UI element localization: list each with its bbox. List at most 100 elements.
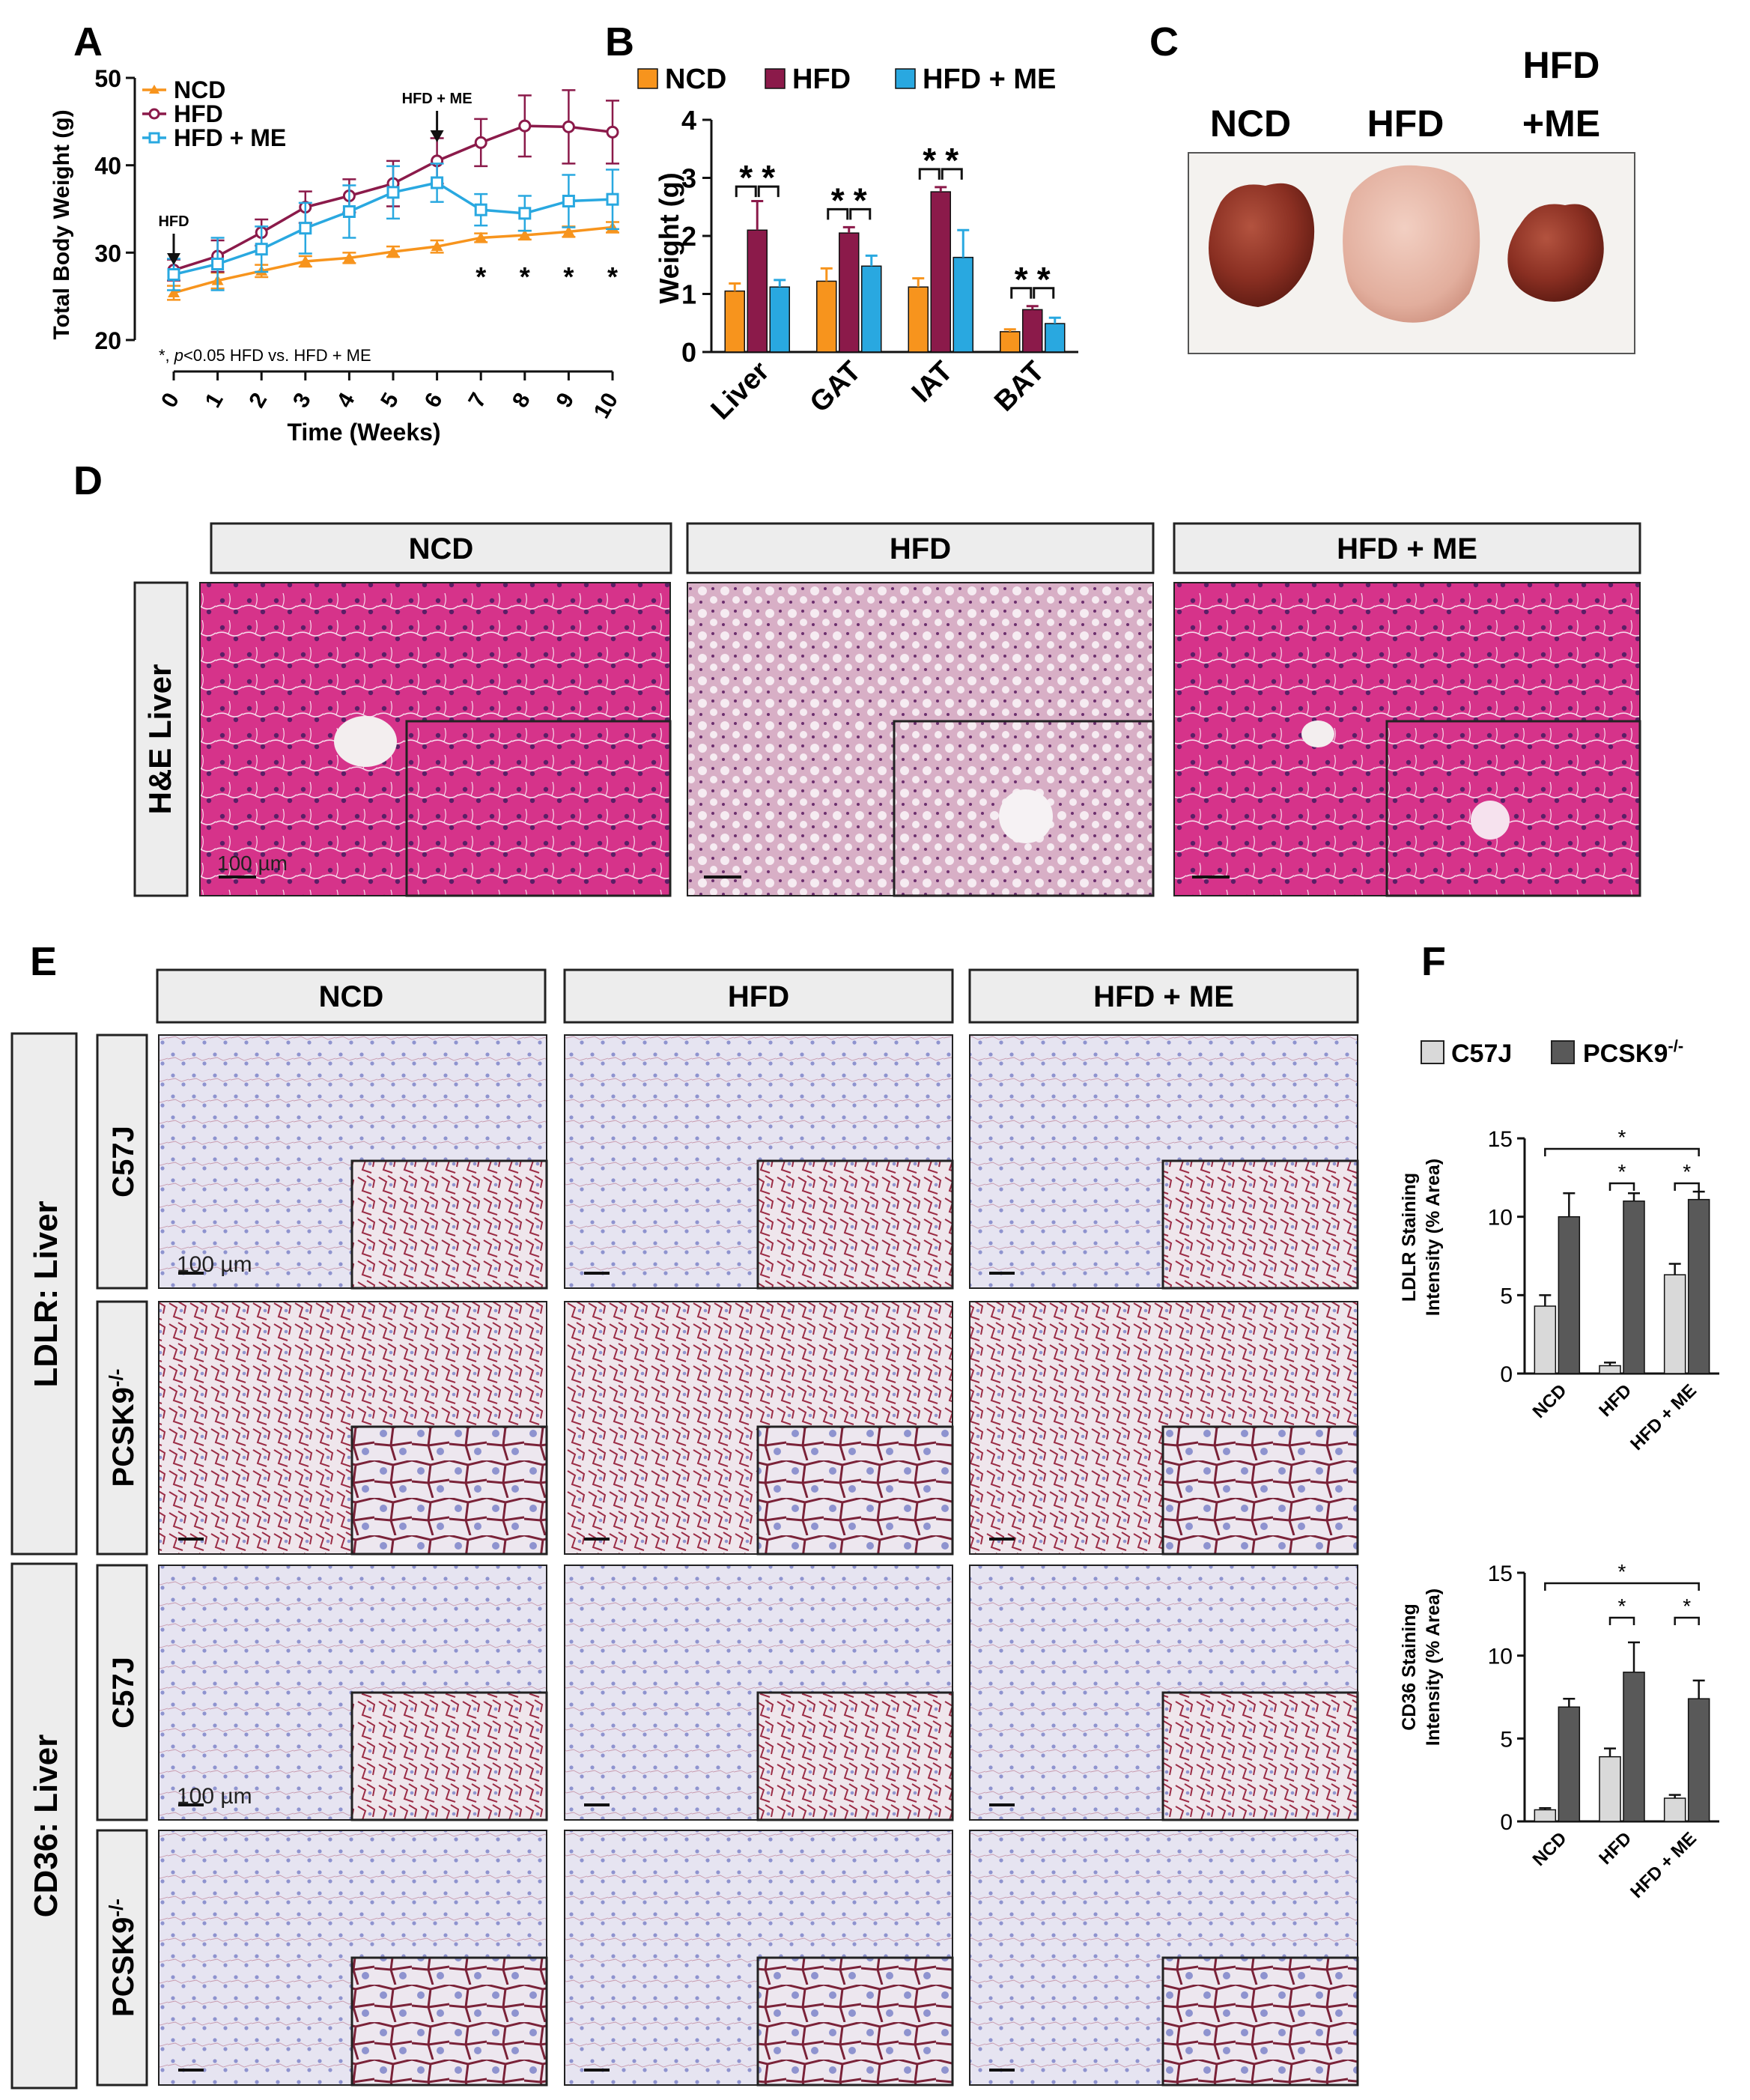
chart-f-ytick-label: 10: [1488, 1206, 1513, 1230]
chart-f-ytick-label: 5: [1500, 1284, 1513, 1308]
panel-e-row-label-sup: -/-: [105, 1369, 127, 1388]
chart-b-bar-gat: [839, 232, 860, 353]
panel-a-line-chart: Total Body Weight (g) Time (Weeks) NCDHF…: [49, 65, 623, 446]
chart-b-bar-bat: [1022, 309, 1043, 353]
chart-b-category-label: GAT: [804, 356, 867, 419]
ihc-inset: [350, 1956, 548, 2087]
panel-e-header-hfd-box: [563, 968, 954, 1024]
chart-b-significance-star: *: [854, 180, 867, 219]
chart-b-legend-swatch: [895, 68, 916, 89]
chart-a-annotation-label: HFD + ME: [402, 91, 473, 107]
chart-a-point: [431, 240, 443, 252]
chart-f-bar: [1623, 1200, 1645, 1374]
chart-a-point: [474, 136, 487, 149]
chart-a-xlabel: Time (Weeks): [287, 419, 440, 446]
chart-a-point: [562, 195, 575, 207]
chart-a-point: [386, 186, 400, 199]
ihc-scale-label: 100 µm: [177, 1784, 252, 1809]
panel-d-row-label-box: [133, 581, 189, 897]
chart-b-bar-liver: [747, 229, 768, 353]
chart-a-xtick-label: 10: [589, 389, 623, 422]
chart-a-point: [475, 231, 487, 243]
chart-f-bar: [1558, 1706, 1581, 1822]
chart-a-point: [299, 222, 312, 235]
panel-c-label-hfdme-1: HFD: [1523, 44, 1600, 86]
chart-f-bar: [1599, 1365, 1621, 1374]
chart-a-annotation-arrowhead: [167, 253, 180, 265]
panel-d-header-hfd-box: [686, 522, 1155, 574]
chart-a-footnote: *, p<0.05 HFD vs. HFD + ME: [159, 346, 371, 365]
chart-a-xtick-label: 8: [508, 389, 535, 412]
panel-e-group-ldlr: LDLR: Liver: [28, 1201, 64, 1387]
chart-f-bar: [1623, 1672, 1645, 1822]
he-ncd-vessel: [334, 716, 397, 767]
chart-a-annotation-arrowhead: [430, 130, 444, 142]
chart-a-xtick-label: 5: [376, 389, 404, 412]
legend-f-label-pcsk9-sup: -/-: [1668, 1037, 1683, 1055]
chart-b-significance-star: *: [831, 180, 845, 219]
he-hfd-inset: [893, 720, 1155, 897]
chart-f2-ylabel-2: Intensity (% Area): [1423, 1588, 1444, 1746]
chart-a-point: [342, 205, 356, 218]
chart-f-ytick-label: 15: [1488, 1127, 1513, 1152]
panel-label-d: D: [73, 458, 103, 503]
chart-a-point: [387, 246, 399, 257]
ihc-inset: [350, 1691, 548, 1821]
panel-e-row-label-main: PCSK9: [107, 1387, 140, 1487]
chart-a-xtick-label: 0: [157, 389, 184, 412]
panel-e-row-label-box: [96, 1300, 148, 1556]
chart-b-bar-liver: [769, 286, 790, 353]
chart-b-significance-bracket: [757, 185, 780, 198]
panel-d-row-label: H&E Liver: [142, 664, 177, 815]
liver-hfdme-image: [1507, 204, 1604, 302]
panel-label-c: C: [1149, 19, 1179, 64]
chart-a-ytick-label: 50: [94, 65, 121, 92]
chart-f-category-label: NCD: [1529, 1828, 1571, 1870]
panel-e-header-ncd: NCD: [319, 980, 384, 1013]
chart-f-significance-star: *: [1683, 1160, 1691, 1183]
chart-a-point: [606, 192, 619, 206]
chart-f-significance-bracket: [1544, 1147, 1700, 1156]
chart-a-footnote-text: <0.05 HFD vs. HFD + ME: [183, 346, 371, 365]
chart-f-significance-star: *: [1618, 1160, 1626, 1183]
legend-f-swatch-c57j: [1421, 1040, 1444, 1064]
liver-hfd-image: [1343, 165, 1480, 323]
chart-b-bar-gat: [816, 280, 837, 353]
chart-a-xtick-label: 3: [288, 389, 316, 412]
chart-a-xtick-label: 9: [552, 389, 580, 412]
chart-f-significance-star: *: [1618, 1594, 1626, 1618]
chart-b-bar-bat: [1045, 323, 1066, 353]
chart-b-significance-bracket: [827, 207, 849, 220]
chart-b-bar-iat: [930, 191, 951, 353]
legend-f-label-pcsk9-main: PCSK9: [1583, 1040, 1668, 1068]
panel-e-row-label: PCSK9-/-: [105, 1899, 140, 2017]
chart-a-legend-label: HFD + ME: [174, 124, 286, 151]
chart-b-significance-star: *: [1037, 260, 1051, 299]
chart-a-annotation-label: HFD: [158, 213, 189, 230]
chart-a-xtick-label: 2: [244, 389, 272, 412]
chart-f-bar: [1663, 1274, 1686, 1374]
ihc-inset: [756, 1956, 954, 2087]
legend-f-label-c57j: C57J: [1451, 1040, 1512, 1068]
chart-a-legend-marker: [149, 85, 159, 94]
chart-a-ytick-label: 30: [94, 240, 121, 267]
chart-b-significance-bracket: [941, 168, 963, 180]
chart-b-significance-star: *: [945, 141, 958, 180]
panel-e-row-label-box: [96, 1034, 148, 1290]
panel-c-label-ncd: NCD: [1210, 103, 1291, 145]
chart-f-significance-bracket: [1544, 1582, 1700, 1591]
panel-e-row-label-main: PCSK9: [107, 1917, 140, 2017]
chart-b-category-label: Liver: [705, 356, 776, 426]
chart-b-significance-star: *: [739, 158, 753, 197]
he-hfdme-inset-droplet: [1471, 801, 1510, 840]
panel-e-row-label-box: [96, 1829, 148, 2087]
ihc-inset: [350, 1425, 548, 1556]
chart-a-point: [518, 207, 532, 220]
panel-e-row-label: PCSK9-/-: [105, 1369, 140, 1487]
chart-f-bar: [1534, 1305, 1557, 1374]
ihc-inset: [1161, 1956, 1359, 2087]
chart-a-significance-star: *: [563, 261, 574, 292]
chart-a-point: [211, 258, 225, 270]
chart-a-ytick-label: 20: [94, 327, 121, 354]
